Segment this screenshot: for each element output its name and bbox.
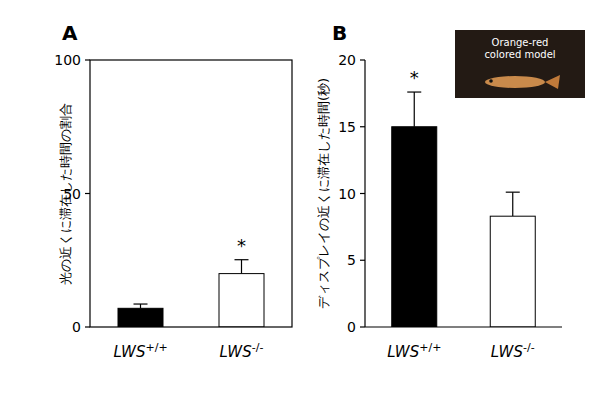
panel-label: B [332,21,347,45]
bar [490,216,535,327]
significance-mark: * [237,235,246,256]
y-tick [360,126,365,127]
y-tick-label: 0 [72,319,81,335]
fish-eye [489,79,493,83]
y-tick [85,326,90,327]
y-tick [85,193,90,194]
y-tick [360,260,365,261]
fish-body [485,76,545,88]
y-tick [360,326,365,327]
x-axis [365,326,562,327]
error-bar [241,260,242,274]
inset-label: Orange-redcolored model [484,37,555,60]
bar [392,127,437,327]
y-tick-label: 5 [347,252,356,268]
y-tick-label: 0 [347,319,356,335]
bar [118,308,163,327]
marks [392,92,536,327]
marks [118,260,264,327]
y-tick-label: 15 [338,119,356,135]
bar [219,274,264,327]
fish-tail [545,75,560,89]
y-tick-label: 10 [338,186,356,202]
error-bar [512,192,513,216]
figure: A光の近くに滞在した時間の割合050100LWS+/+LWS-/-*Bディスプレ… [0,0,600,396]
x-tick-label: LWS-/- [220,341,264,361]
y-tick-label: 20 [338,52,356,68]
y-tick-label: 50 [63,186,81,202]
y-tick [360,59,365,60]
error-cap [506,192,520,193]
inset: Orange-redcolored model [455,30,585,98]
significance-mark: * [410,67,419,88]
x-tick-label: LWS+/+ [113,341,167,361]
inset-box [455,30,585,98]
panel: B ディスプレイの近くに滞在した時間(秒) 0 5 10 15 20 LWS+/+ LWS-/-… [316,21,585,361]
y-axis-label: ディスプレイの近くに滞在した時間(秒) [316,78,331,309]
error-bar [140,304,141,308]
plot-frame [90,60,292,327]
panel: A光の近くに滞在した時間の割合050100LWS+/+LWS-/-* [54,21,292,361]
error-cap [235,259,249,260]
y-tick [360,193,365,194]
error-cap [134,303,148,304]
error-cap [407,91,421,92]
y-tick [85,59,90,60]
x-tick-label: LWS+/+ [387,341,441,361]
x-tick-label: LWS-/- [491,341,535,361]
panel-label: A [62,21,78,45]
y-tick-label: 100 [54,52,81,68]
error-bar [414,92,415,127]
